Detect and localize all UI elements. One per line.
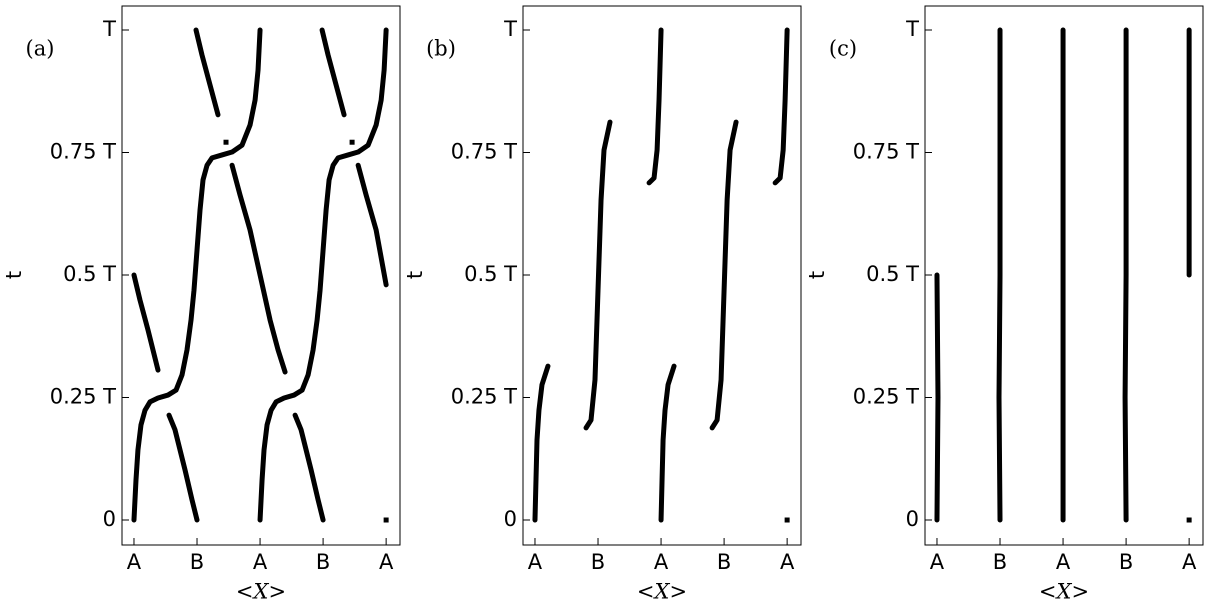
trajectory: [646, 27, 664, 186]
point: [223, 139, 229, 145]
y-axis-label: t: [2, 271, 26, 279]
point: [1186, 517, 1192, 523]
x-tick-label: A: [654, 550, 669, 574]
point: [383, 517, 389, 523]
trajectory: [257, 27, 389, 523]
point: [349, 139, 355, 145]
y-tick-label: 0: [103, 507, 116, 531]
x-tick-label: B: [591, 550, 605, 574]
y-tick-label: 0.25 T: [451, 385, 517, 409]
trajectory: [709, 119, 739, 431]
point: [784, 517, 790, 523]
y-tick-label: 0.75 T: [50, 140, 116, 164]
y-tick-label: 0.25 T: [853, 385, 919, 409]
trajectory: [131, 272, 161, 373]
x-tick-label: A: [253, 550, 268, 574]
trajectory: [934, 272, 941, 523]
x-tick-label: A: [780, 550, 795, 574]
panel-label: (c): [829, 37, 857, 61]
x-tick-label: A: [127, 550, 142, 574]
y-tick-label: 0: [504, 507, 517, 531]
trajectory: [996, 27, 1003, 523]
x-tick-label: A: [528, 550, 543, 574]
y-tick-label: T: [503, 17, 517, 41]
y-tick-label: 0.75 T: [451, 140, 517, 164]
x-tick-label: B: [717, 550, 731, 574]
x-tick-label: B: [190, 550, 204, 574]
y-axis-label: t: [805, 271, 829, 279]
trajectory: [193, 27, 221, 118]
trajectory: [583, 119, 613, 431]
panel-label: (b): [426, 37, 456, 61]
x-axis-label: <X>: [637, 580, 687, 604]
x-tick-label: A: [1182, 550, 1197, 574]
trajectory: [355, 162, 389, 288]
trajectory: [292, 412, 326, 523]
x-tick-label: B: [993, 550, 1007, 574]
trajectory: [532, 363, 551, 523]
x-axis-label: <X>: [236, 580, 286, 604]
trajectory: [229, 162, 288, 375]
y-tick-label: T: [905, 17, 919, 41]
trajectory: [166, 412, 200, 523]
y-tick-label: 0.5 T: [63, 262, 116, 286]
trajectory: [658, 363, 677, 523]
x-tick-label: A: [1056, 550, 1071, 574]
trajectory: [1122, 27, 1129, 523]
y-tick-label: 0.5 T: [866, 262, 919, 286]
x-tick-label: B: [1119, 550, 1133, 574]
trajectory: [131, 27, 263, 523]
x-tick-label: A: [379, 550, 394, 574]
x-tick-label: A: [930, 550, 945, 574]
x-tick-label: B: [316, 550, 330, 574]
y-tick-label: 0.25 T: [50, 385, 116, 409]
y-tick-label: 0: [906, 507, 919, 531]
y-axis-label: t: [403, 271, 427, 279]
trajectory: [319, 27, 347, 118]
panel-label: (a): [26, 37, 55, 61]
y-tick-label: T: [102, 17, 116, 41]
y-tick-label: 0.5 T: [464, 262, 517, 286]
x-axis-label: <X>: [1039, 580, 1089, 604]
y-tick-label: 0.75 T: [853, 140, 919, 164]
trajectory: [772, 27, 790, 186]
